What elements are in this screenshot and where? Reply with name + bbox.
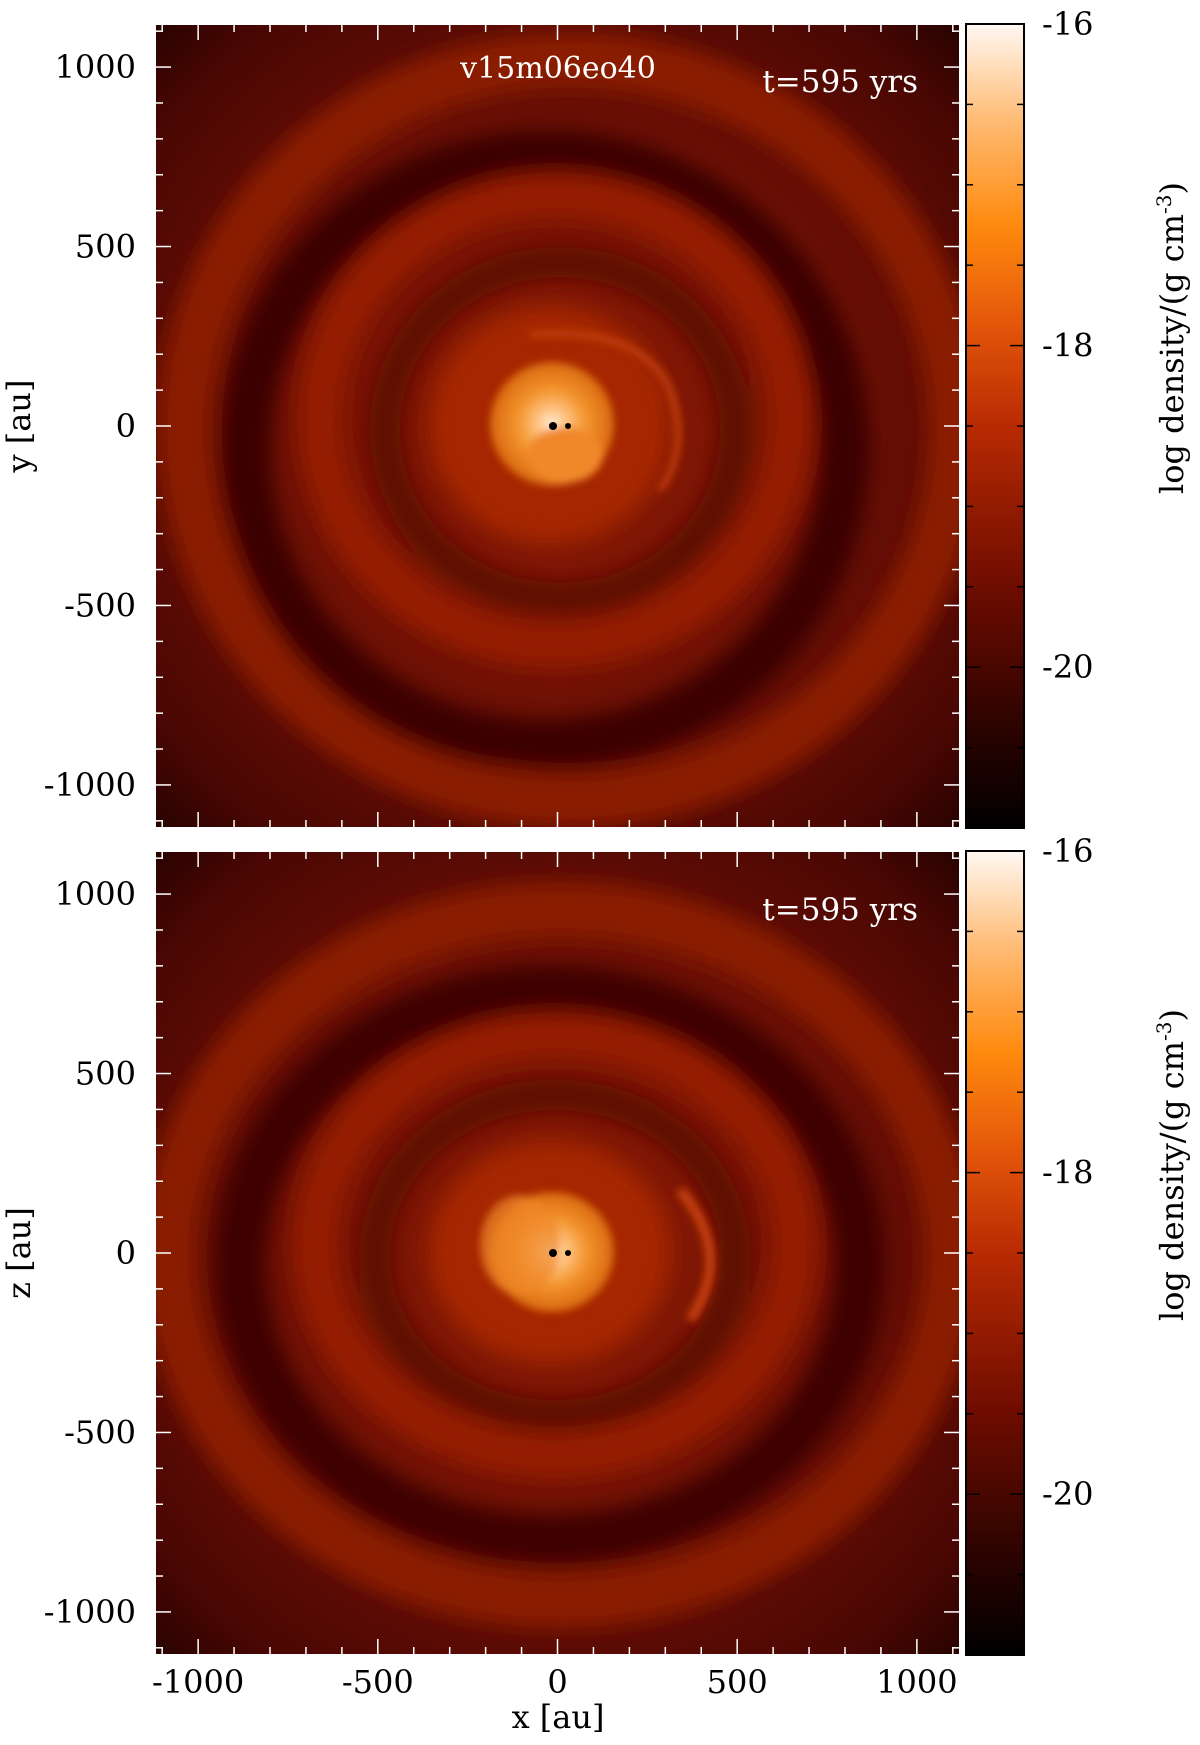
top-y-tick-labels: -1000 -500 0 500 1000	[44, 48, 136, 804]
bottom-ticks	[155, 851, 960, 1655]
bottom-y-tick-labels: -1000 -500 0 500 1000	[44, 875, 136, 1631]
y-tick-label: -500	[64, 586, 136, 624]
bottom-density-map	[155, 851, 960, 1655]
colorbar-tick-label: -20	[1042, 1475, 1094, 1513]
colorbar-label: log density/(g cm-3)	[1152, 1009, 1191, 1321]
top-colorbar: -16 -18 -20 log density/(g cm-3)	[965, 5, 1191, 829]
colorbar-tick-label: -16	[1042, 832, 1094, 870]
z-axis-label: z [au]	[0, 1207, 38, 1299]
colorbar-tick-label: -20	[1042, 648, 1094, 686]
top-ticks	[155, 24, 960, 828]
bottom-colorbar-tick-labels: -16 -18 -20	[1042, 832, 1094, 1513]
y-tick-label: 500	[75, 228, 136, 266]
bottom-colorbar: -16 -18 -20 log density/(g cm-3)	[965, 832, 1191, 1656]
colorbar-tick-label: -16	[1042, 5, 1094, 43]
y-tick-label: -1000	[44, 766, 136, 804]
primary-star-marker	[549, 1249, 557, 1257]
y-axis-label: y [au]	[0, 380, 38, 474]
x-tick-labels: -1000 -500 0 500 1000	[152, 1663, 958, 1701]
time-label: t=595 yrs	[762, 892, 918, 928]
primary-star-marker	[549, 422, 557, 430]
top-density-panel: v15m06eo40 t=595 yrs -1000 -500 0 500 1000 y…	[0, 5, 1191, 829]
time-label: t=595 yrs	[762, 64, 918, 100]
bottom-density-panel: t=595 yrs -1000 -500 0 500 1000 -1000 -500 0 50…	[0, 832, 1191, 1736]
colorbar-tick-label: -18	[1042, 1154, 1094, 1192]
x-tick-label: -1000	[152, 1663, 244, 1701]
x-tick-label: 1000	[876, 1663, 957, 1701]
y-tick-label: 0	[116, 407, 136, 445]
model-label: v15m06eo40	[459, 51, 656, 86]
colorbar-tick-label: -18	[1042, 327, 1094, 365]
x-axis-label: x [au]	[512, 1698, 605, 1736]
y-tick-label: 500	[75, 1055, 136, 1093]
x-tick-label: -500	[342, 1663, 414, 1701]
secondary-star-marker	[565, 1250, 571, 1256]
y-tick-label: -500	[64, 1413, 136, 1451]
y-tick-label: 0	[116, 1234, 136, 1272]
y-tick-label: -1000	[44, 1593, 136, 1631]
y-tick-label: 1000	[55, 48, 136, 86]
top-density-map	[155, 24, 960, 828]
y-tick-label: 1000	[55, 875, 136, 913]
top-colorbar-tick-labels: -16 -18 -20	[1042, 5, 1094, 686]
x-tick-label: 0	[547, 1663, 567, 1701]
colorbar-label: log density/(g cm-3)	[1152, 182, 1191, 494]
x-tick-label: 500	[707, 1663, 768, 1701]
secondary-star-marker	[565, 423, 571, 429]
